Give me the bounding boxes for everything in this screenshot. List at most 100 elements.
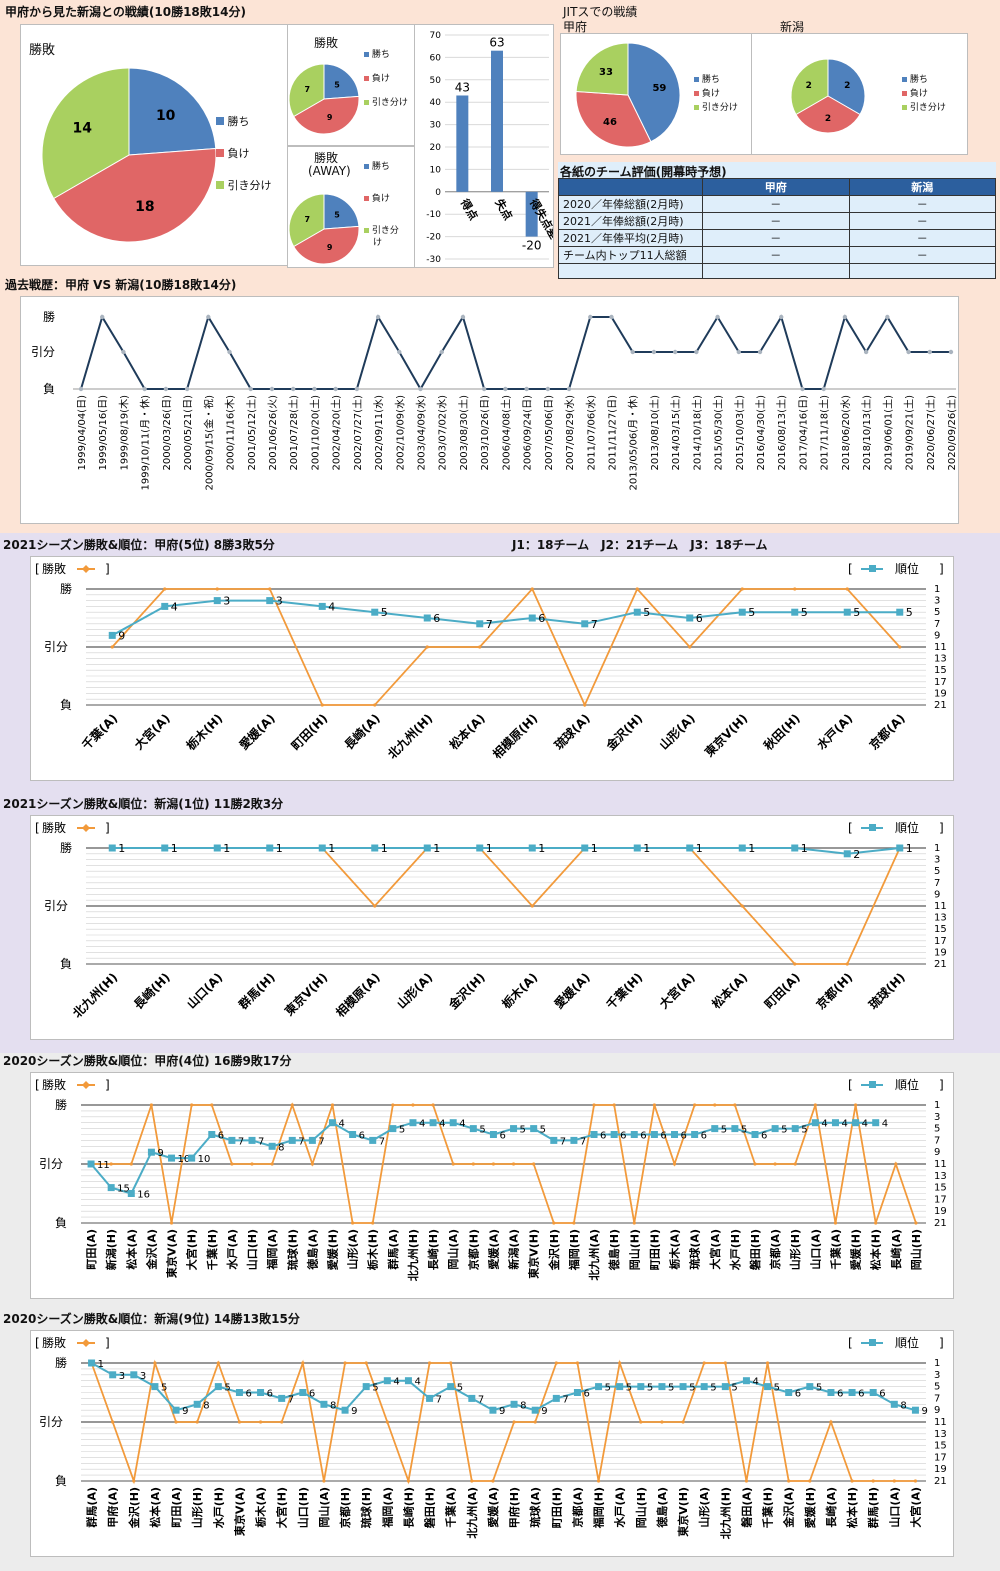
bar-y-tick: -30 <box>426 255 441 265</box>
history-date-label: 1999/10/11(月・休) <box>140 395 152 491</box>
rank-point <box>791 1125 799 1133</box>
rank-point <box>188 1154 196 1162</box>
history-date-label: 2003/08/30(土) <box>457 395 470 471</box>
rank-point <box>791 608 799 616</box>
axis-lose-label: 負 <box>55 1474 67 1488</box>
rank-value-label: 9 <box>182 1406 188 1417</box>
history-date-label: 2002/07/27(土) <box>351 395 364 471</box>
rank-point <box>771 1125 779 1133</box>
bar-0 <box>456 95 469 192</box>
rank-value-label: 3 <box>119 1371 125 1382</box>
rank-value-label: 5 <box>801 606 808 619</box>
legend-win-label: 勝ち <box>371 162 390 172</box>
history-point <box>375 314 381 320</box>
rank-value-label: 5 <box>748 606 755 619</box>
category-label: 愛媛(A) <box>551 970 593 1012</box>
evaluation-table: 甲府 新潟 2020／年俸総額(2月時) －－ 2021／年俸総額(2月時) －－ 20… <box>558 178 996 279</box>
category-label: 山形(A) <box>697 1487 711 1528</box>
category-label: 山口(A) <box>808 1229 822 1270</box>
rank-value-label: 5 <box>161 1383 167 1394</box>
category-label: 山形(H) <box>190 1487 204 1528</box>
history-date-label: 2013/05/06(月・休) <box>628 395 640 491</box>
pie-label-win: 2 <box>844 81 850 91</box>
category-label: 山口(H) <box>296 1487 310 1528</box>
rank-point <box>429 1119 437 1127</box>
rank-value-label: 7 <box>486 618 493 631</box>
category-label: 長崎(A) <box>341 711 383 753</box>
category-label: 水戸(A) <box>813 711 855 753</box>
category-label: 京都(H) <box>338 1487 352 1528</box>
result-point <box>753 1162 757 1166</box>
rank-value-label: 6 <box>660 1131 666 1142</box>
rank-point <box>785 1389 793 1396</box>
pie-label-win: 59 <box>652 83 666 94</box>
evaluation-cell-kofu: － <box>702 212 850 230</box>
result-point <box>301 1361 305 1365</box>
result-point <box>149 1103 154 1107</box>
category-label: 千葉(A) <box>828 1229 842 1270</box>
result-point <box>320 703 324 707</box>
rank-point <box>308 1136 316 1144</box>
history-point <box>651 349 657 355</box>
category-label: 栃木(A) <box>498 970 540 1012</box>
legend-bracket-open: [ <box>848 562 853 576</box>
result-legend-label: 勝敗 <box>42 820 66 835</box>
bar-y-tick: 10 <box>430 165 442 175</box>
legend-lose-swatch <box>364 196 369 201</box>
rank-value-label: 8 <box>900 1400 906 1411</box>
result-point <box>793 587 797 591</box>
bar-category-label: 失点 <box>492 196 515 222</box>
result-point <box>270 1162 274 1166</box>
legend-lose-swatch <box>364 76 369 81</box>
rank-point <box>679 1383 687 1391</box>
main-pie-legend: 勝ち 負け 引き分け <box>216 113 288 193</box>
category-label: 松本(A) <box>148 1487 162 1528</box>
result-point <box>129 1162 133 1166</box>
rank-value-label: 5 <box>774 1383 780 1394</box>
history-point <box>312 386 317 392</box>
rank-value-label: 4 <box>882 1119 888 1130</box>
result-point <box>471 1162 475 1166</box>
rank-point <box>469 1125 477 1133</box>
category-label: 長崎(H) <box>130 970 172 1012</box>
category-label: 長崎(H) <box>426 1229 440 1270</box>
rank-point <box>449 1119 457 1127</box>
legend-win-label: 勝ち <box>701 75 720 85</box>
rank-point <box>531 1406 539 1414</box>
category-label: 山形(A) <box>346 1229 360 1270</box>
bar-y-tick: 60 <box>430 53 442 63</box>
jit-niigata-card: 2 2 2 勝ち 負け 引き分け <box>751 33 968 155</box>
history-date-label: 2006/04/08(土) <box>499 395 512 471</box>
rank-point <box>896 844 904 852</box>
rank-point <box>721 1383 729 1391</box>
legend-bracket-open: [ <box>848 821 853 835</box>
category-label: 岡山(H) <box>634 1487 648 1528</box>
category-label: 松本(A) <box>446 711 488 753</box>
rank-point <box>806 1383 814 1391</box>
rank-value-label: 6 <box>701 1131 707 1142</box>
jit-title: JITスでの戦績 <box>563 5 638 19</box>
home-pie-legend: 勝ち 負け 引き分け <box>364 49 408 109</box>
rank-value-label: 1 <box>381 842 388 855</box>
category-label: 千葉(A) <box>78 711 120 753</box>
rank-tick-label: 9 <box>934 1147 940 1158</box>
history-point <box>333 386 338 392</box>
result-point <box>583 703 587 707</box>
evaluation-row-label <box>558 263 703 279</box>
rank-tick-label: 7 <box>934 1135 940 1146</box>
rank-point <box>590 1131 598 1138</box>
rank-tick-label: 9 <box>934 889 940 900</box>
rank-tick-label: 5 <box>934 1124 940 1135</box>
category-label: 愛媛(A) <box>486 1487 500 1528</box>
rank-point <box>87 1160 95 1168</box>
bar-y-tick: 30 <box>430 121 442 131</box>
result-point <box>808 1479 812 1483</box>
rank-point <box>633 608 641 616</box>
rank-legend-marker <box>869 824 876 831</box>
result-point <box>351 1221 355 1225</box>
history-date-label: 2018/10/13(土) <box>860 395 873 471</box>
history-date-label: 2013/08/10(土) <box>648 395 661 471</box>
